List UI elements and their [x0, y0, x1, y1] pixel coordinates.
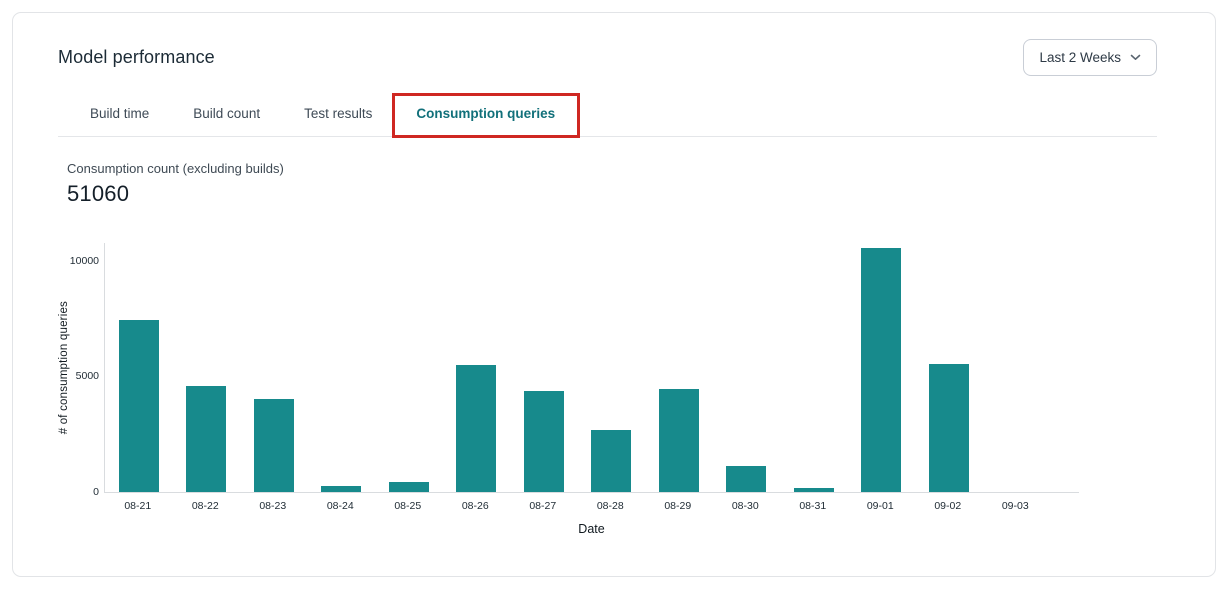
bar-slot-08-31 — [780, 488, 848, 492]
bar-slot-08-30 — [713, 466, 781, 492]
consumption-queries-chart: # of consumption queries 0 5000 10000 08-2… — [13, 243, 1215, 536]
y-tick-label: 10000 — [69, 254, 99, 267]
bar-08-26 — [456, 364, 497, 492]
bar-slot-09-01 — [848, 248, 916, 492]
bar-08-28 — [591, 430, 632, 492]
bar-slot-08-27 — [510, 391, 578, 492]
x-tick-label: 09-02 — [934, 500, 962, 512]
tab-consumption-queries-label: Consumption queries — [416, 106, 556, 121]
bar-08-31 — [793, 488, 834, 492]
chevron-down-icon — [1130, 54, 1141, 61]
card-header: Model performance Last 2 Weeks — [13, 13, 1215, 76]
x-tick-label: 08-31 — [799, 500, 827, 512]
consumption-count-metric: Consumption count (excluding builds) 510… — [67, 161, 1215, 207]
date-range-dropdown[interactable]: Last 2 Weeks — [1023, 39, 1157, 76]
bar-slot-09-02 — [915, 364, 983, 492]
bar-slot-08-29 — [645, 388, 713, 492]
model-performance-card: Model performance Last 2 Weeks Build tim… — [12, 12, 1216, 577]
x-tick-label: 08-24 — [326, 500, 354, 512]
x-tick-label: 09-03 — [1001, 500, 1029, 512]
bar-slot-08-28 — [578, 430, 646, 492]
bar-08-30 — [726, 466, 767, 492]
bar-slot-08-21 — [105, 319, 173, 492]
x-tick-label: 08-25 — [394, 500, 422, 512]
bar-08-21 — [118, 319, 159, 492]
tab-build-time[interactable]: Build time — [68, 96, 171, 136]
y-axis-title: # of consumption queries — [58, 300, 70, 435]
x-tick-label: 08-29 — [664, 500, 692, 512]
x-tick-label: 08-23 — [259, 500, 287, 512]
tab-test-results[interactable]: Test results — [282, 96, 394, 136]
x-tick-label: 08-28 — [596, 500, 624, 512]
metric-value: 51060 — [67, 181, 130, 206]
bar-09-02 — [928, 364, 969, 492]
bar-08-25 — [388, 482, 429, 492]
bar-slot-08-25 — [375, 482, 443, 492]
y-tick-label: 5000 — [75, 370, 99, 383]
x-axis-tick-labels: 08-21 08-22 08-23 08-24 08-25 08-26 08-27 08-28… — [104, 500, 1079, 512]
bar-08-22 — [186, 385, 227, 492]
x-tick-label: 09-01 — [866, 500, 894, 512]
tab-build-count[interactable]: Build count — [171, 96, 282, 136]
x-axis-title: Date — [578, 522, 605, 536]
chart-plot-area: # of consumption queries 0 5000 10000 — [58, 243, 1079, 498]
bar-08-29 — [658, 388, 699, 492]
x-tick-label: 08-21 — [124, 500, 152, 512]
bar-08-24 — [321, 485, 362, 492]
x-tick-label: 08-30 — [731, 500, 759, 512]
bar-slot-08-23 — [240, 398, 308, 492]
bar-09-01 — [861, 248, 902, 492]
x-tick-label: 08-27 — [529, 500, 557, 512]
bar-08-23 — [253, 398, 294, 492]
page-title: Model performance — [58, 47, 215, 67]
bar-slot-08-24 — [308, 485, 376, 492]
date-range-value: Last 2 Weeks — [1039, 50, 1121, 65]
metric-label: Consumption count (excluding builds) — [67, 161, 284, 176]
tab-consumption-queries[interactable]: Consumption queries — [392, 93, 581, 138]
bar-slot-08-22 — [173, 385, 241, 492]
bar-slot-08-26 — [443, 364, 511, 492]
x-tick-label: 08-22 — [191, 500, 219, 512]
bar-08-27 — [523, 391, 564, 492]
y-tick-label: 0 — [93, 486, 99, 498]
tab-bar: Build time Build count Test results Cons… — [58, 93, 1157, 138]
x-tick-label: 08-26 — [461, 500, 489, 512]
